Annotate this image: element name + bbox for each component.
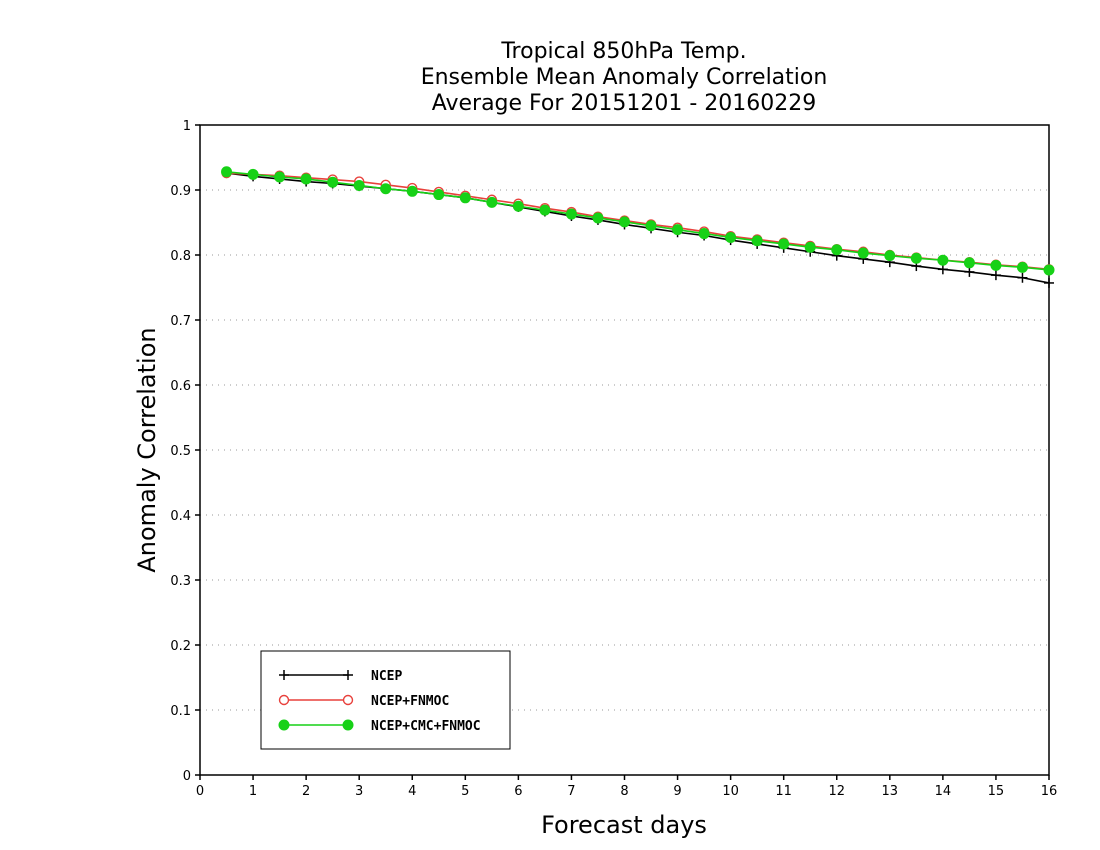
- legend: NCEP NCEP+FNMOC NCEP+CMC+FNMOC: [260, 650, 511, 750]
- y-tick-label: 0.2: [170, 639, 191, 654]
- data-point: [698, 228, 710, 240]
- data-point: [433, 189, 445, 201]
- data-point: [380, 183, 392, 195]
- data-point: [672, 224, 684, 236]
- x-tick-label: 4: [408, 784, 416, 799]
- data-point: [645, 220, 657, 232]
- data-point: [353, 179, 365, 191]
- data-point: [1044, 277, 1054, 288]
- legend-item-ncep-cmc-fnmoc: NCEP+CMC+FNMOC: [278, 719, 481, 734]
- x-tick-label: 11: [775, 784, 792, 799]
- data-point: [539, 204, 551, 216]
- legend-marker-start: [278, 719, 290, 731]
- x-tick-label: 12: [828, 784, 845, 799]
- y-tick-label: 0.1: [170, 704, 191, 719]
- x-tick-label: 0: [196, 784, 204, 799]
- legend-item-ncep-fnmoc: NCEP+FNMOC: [278, 694, 449, 709]
- data-point: [459, 192, 471, 204]
- data-point: [247, 168, 259, 180]
- title-line-3: Average For 20151201 - 20160229: [432, 91, 817, 116]
- x-tick-label: 8: [620, 784, 628, 799]
- data-point: [274, 171, 286, 183]
- x-tick-label: 13: [882, 784, 899, 799]
- data-point: [990, 270, 1001, 281]
- y-tick-label: 0.4: [170, 509, 191, 524]
- data-point: [1043, 264, 1055, 276]
- x-tick-label: 1: [249, 784, 257, 799]
- legend-label: NCEP+FNMOC: [371, 694, 449, 709]
- title-line-2: Ensemble Mean Anomaly Correlation: [421, 65, 828, 90]
- x-tick-label: 9: [673, 784, 681, 799]
- data-point: [910, 252, 922, 264]
- data-point: [884, 250, 896, 262]
- title-line-1: Tropical 850hPa Temp.: [500, 39, 746, 64]
- y-tick-label: 0: [183, 769, 191, 784]
- legend-label: NCEP: [371, 669, 402, 684]
- legend-marker-end: [343, 670, 353, 680]
- legend-marker-start: [278, 694, 290, 706]
- x-tick-label: 2: [302, 784, 310, 799]
- x-tick-label: 6: [514, 784, 522, 799]
- data-point: [725, 231, 737, 243]
- legend-marker-end: [342, 694, 354, 706]
- data-point: [751, 235, 763, 247]
- legend-marker-start: [279, 670, 289, 680]
- series-ncep-cmc-fnmoc: [221, 166, 1055, 276]
- data-point: [486, 196, 498, 208]
- data-point: [831, 244, 843, 256]
- y-tick-label: 0.8: [170, 249, 191, 264]
- data-point: [1016, 261, 1028, 273]
- x-tick-label: 14: [935, 784, 952, 799]
- y-tick-label: 0.9: [170, 184, 191, 199]
- axes: 00.10.20.30.40.50.60.70.80.910 1 2 3 4 5 6 7 8 9 1…: [170, 119, 1057, 799]
- data-point: [565, 208, 577, 220]
- x-tick-label: 7: [567, 784, 575, 799]
- data-point: [512, 200, 524, 212]
- data-point: [327, 176, 339, 188]
- data-point: [964, 266, 975, 277]
- y-tick-label: 0.7: [170, 314, 191, 329]
- y-tick-label: 1: [183, 119, 191, 134]
- data-point: [963, 257, 975, 269]
- data-point: [221, 166, 233, 178]
- x-axis-label: Forecast days: [541, 811, 707, 839]
- legend-label: NCEP+CMC+FNMOC: [371, 719, 481, 734]
- x-tick-label: 15: [988, 784, 1005, 799]
- data-point: [1017, 272, 1028, 283]
- x-tick-label: 5: [461, 784, 469, 799]
- y-tick-label: 0.5: [170, 444, 191, 459]
- data-point: [937, 254, 949, 266]
- x-tick-label: 3: [355, 784, 363, 799]
- data-point: [804, 241, 816, 253]
- y-tick-label: 0.6: [170, 379, 191, 394]
- data-point: [990, 259, 1002, 271]
- legend-marker-end: [342, 719, 354, 731]
- y-axis-label: Anomaly Correlation: [133, 327, 161, 572]
- chart-title: Tropical 850hPa Temp. Ensemble Mean Anom…: [421, 39, 828, 116]
- x-tick-label: 10: [722, 784, 739, 799]
- legend-item-ncep: NCEP: [279, 669, 402, 684]
- series-layer: [221, 166, 1055, 288]
- data-point: [300, 173, 312, 185]
- data-point: [619, 216, 630, 228]
- y-tick-label: 0.3: [170, 574, 191, 589]
- data-point: [857, 247, 869, 259]
- data-point: [937, 264, 948, 275]
- data-point: [592, 212, 604, 224]
- data-point: [778, 238, 790, 250]
- data-point: [406, 185, 418, 197]
- x-tick-label: 16: [1041, 784, 1058, 799]
